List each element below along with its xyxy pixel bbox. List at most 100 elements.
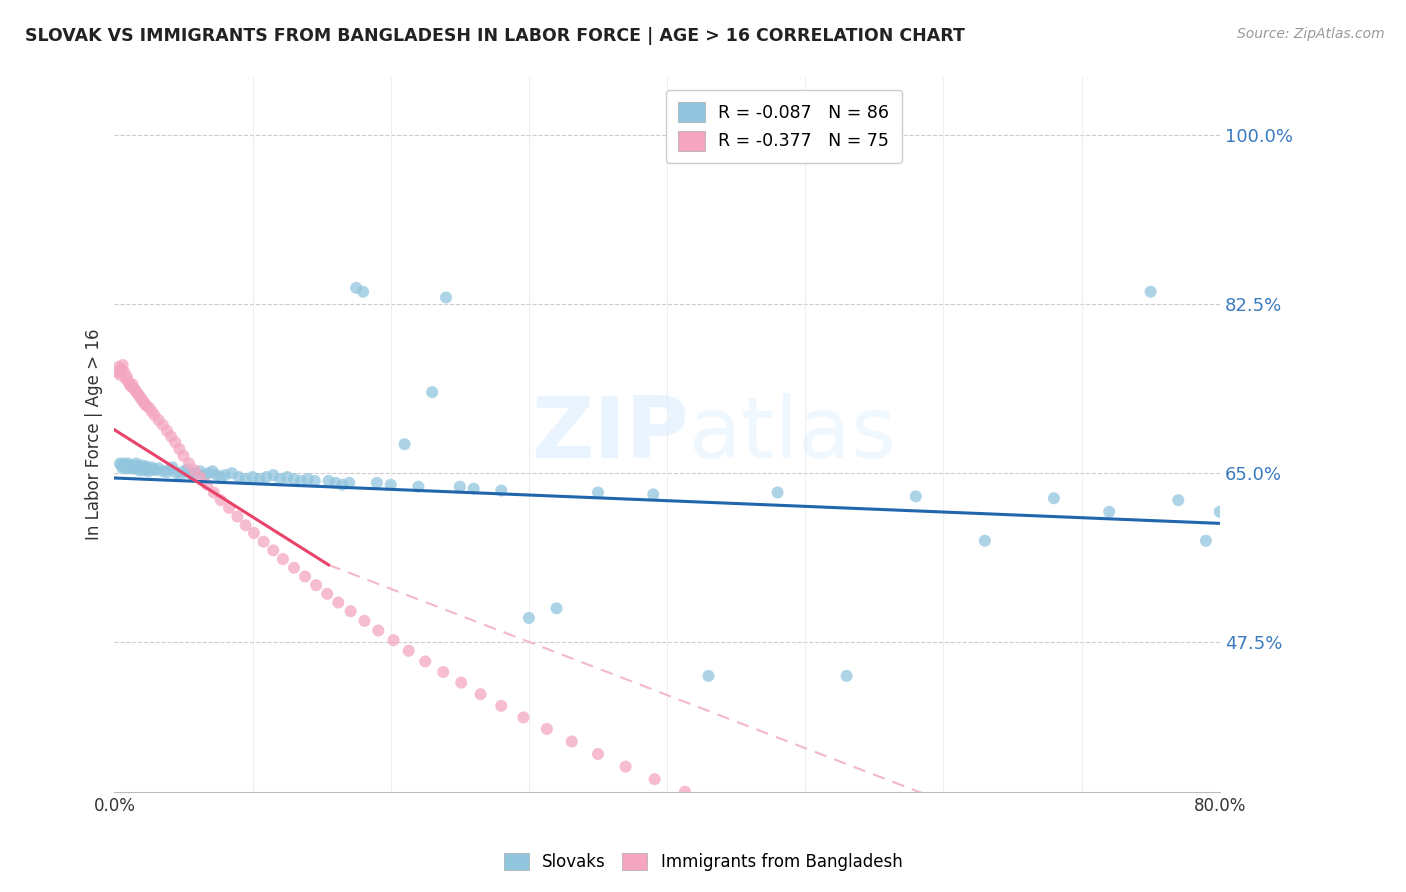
Point (117, 457, 139, 471)
Point (188, 470, 211, 484)
Point (449, 480, 471, 494)
Point (165, 435, 187, 450)
Point (420, 385, 443, 400)
Point (145, 463, 167, 477)
Point (127, 387, 149, 401)
Point (159, 462, 181, 476)
Point (134, 461, 156, 475)
Point (339, 604, 361, 618)
Point (128, 389, 150, 403)
Point (124, 458, 146, 473)
Point (142, 462, 165, 476)
Point (1195, 533, 1218, 548)
Point (121, 459, 143, 474)
Point (643, 487, 665, 501)
Point (117, 375, 139, 389)
Point (1098, 505, 1121, 519)
Point (136, 462, 159, 476)
Point (184, 466, 207, 480)
Point (434, 291, 457, 305)
Point (152, 464, 174, 478)
Point (115, 461, 138, 475)
Text: ZIP: ZIP (531, 393, 689, 476)
Point (366, 475, 388, 490)
Point (846, 851, 869, 865)
Point (107, 359, 129, 374)
Point (132, 463, 155, 477)
Point (463, 482, 485, 496)
Point (546, 601, 568, 615)
Point (318, 474, 340, 488)
Point (432, 665, 454, 679)
Point (328, 595, 350, 609)
Point (183, 463, 205, 477)
Point (166, 466, 188, 480)
Point (111, 461, 134, 475)
Point (228, 470, 250, 484)
Point (124, 383, 146, 397)
Point (108, 457, 131, 471)
Point (810, 838, 832, 852)
Point (193, 468, 215, 483)
Point (973, 533, 995, 548)
Point (254, 470, 277, 484)
Point (173, 449, 195, 463)
Point (195, 477, 218, 491)
Point (134, 397, 156, 411)
Point (586, 485, 609, 500)
Point (928, 880, 950, 892)
Point (1043, 491, 1066, 506)
Point (253, 534, 276, 549)
Point (120, 379, 142, 393)
Point (491, 698, 513, 713)
Y-axis label: In Labor Force | Age > 16: In Labor Force | Age > 16 (86, 329, 103, 541)
Point (394, 437, 416, 451)
Point (586, 747, 609, 761)
Point (115, 369, 138, 384)
Point (367, 624, 389, 638)
Point (491, 483, 513, 498)
Point (344, 281, 367, 295)
Point (332, 477, 354, 491)
Point (697, 669, 720, 683)
Point (105, 365, 128, 379)
Point (904, 489, 927, 503)
Point (125, 385, 148, 400)
Point (352, 285, 374, 299)
Point (201, 464, 224, 478)
Point (561, 734, 583, 748)
Point (176, 462, 198, 476)
Point (177, 457, 200, 471)
Point (614, 759, 637, 773)
Point (408, 480, 430, 494)
Point (141, 460, 163, 475)
Point (413, 654, 436, 668)
Point (517, 611, 540, 625)
Point (169, 442, 191, 456)
Point (197, 466, 219, 480)
Point (118, 377, 141, 392)
Point (382, 633, 405, 648)
Point (271, 552, 294, 566)
Point (110, 362, 132, 376)
Point (512, 710, 534, 724)
Point (380, 477, 402, 491)
Point (111, 358, 134, 372)
Point (131, 392, 153, 407)
Point (148, 461, 170, 475)
Point (121, 377, 143, 392)
Point (128, 463, 150, 477)
Point (1167, 493, 1189, 508)
Text: atlas: atlas (689, 393, 897, 476)
Point (138, 401, 160, 415)
Point (706, 797, 728, 812)
Point (114, 458, 136, 473)
Point (673, 785, 696, 799)
Point (773, 824, 796, 838)
Point (766, 485, 789, 500)
Text: SLOVAK VS IMMIGRANTS FROM BANGLADESH IN LABOR FORCE | AGE > 16 CORRELATION CHART: SLOVAK VS IMMIGRANTS FROM BANGLADESH IN … (25, 27, 965, 45)
Point (112, 457, 135, 471)
Point (221, 466, 243, 480)
Point (202, 485, 225, 500)
Point (536, 722, 558, 736)
